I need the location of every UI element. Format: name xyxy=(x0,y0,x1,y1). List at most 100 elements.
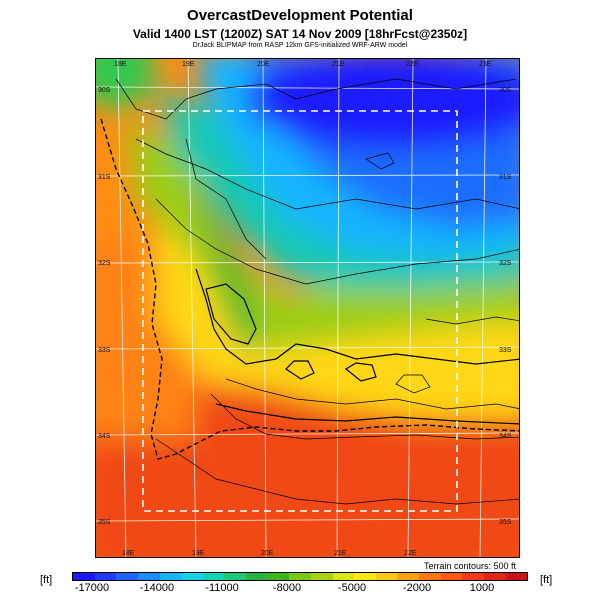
colorbar-swatch xyxy=(419,573,441,580)
colorbar-swatch xyxy=(375,573,398,580)
colorbar-swatch xyxy=(440,573,463,580)
contour-2 xyxy=(135,138,519,210)
map-coordinate-label: 34S xyxy=(98,433,111,440)
colorbar-swatch xyxy=(483,573,506,580)
map-coordinate-label: 31S xyxy=(98,174,111,181)
map-title: OvercastDevelopment Potential xyxy=(187,7,413,24)
map-coordinate-label: 19E xyxy=(182,61,195,68)
map-coordinate-label: 20E xyxy=(257,61,270,68)
colorbar-swatch xyxy=(246,573,268,580)
colorbar-tick-label: -5000 xyxy=(337,582,367,594)
analysis-domain-box xyxy=(142,110,458,512)
coastline xyxy=(100,118,519,460)
map-coordinate-label: 18E xyxy=(122,550,135,557)
parallel-34s xyxy=(96,432,519,436)
colorbar-swatch xyxy=(202,573,225,580)
contour-8 xyxy=(210,393,519,440)
parallel-32s xyxy=(96,261,519,264)
contour-11 xyxy=(395,374,431,394)
parallel-33s xyxy=(96,346,519,350)
map-coordinate-label: 19E xyxy=(192,550,205,557)
contour-1 xyxy=(115,78,517,120)
colorbar-swatch xyxy=(267,573,290,580)
colorbar-swatch xyxy=(116,573,138,580)
meridian-20e xyxy=(262,59,267,557)
colorbar-swatch xyxy=(224,573,246,580)
contour-12 xyxy=(155,438,519,505)
field-green-patch-north xyxy=(96,59,156,109)
field-green-upland xyxy=(136,139,261,359)
graticule xyxy=(96,59,519,557)
colorbar-tick-label: 1000 xyxy=(469,582,495,594)
contour-13 xyxy=(185,138,267,260)
colorbar-swatch xyxy=(397,573,419,580)
lat-labels-right-group: 30S 31S 32S 33S 34S 35S xyxy=(499,87,512,526)
colorbar-swatch xyxy=(332,573,355,580)
lon-labels-bottom-group: 18E 19E 20E 21E 22E xyxy=(122,550,417,557)
colorbar-tick-label: -8000 xyxy=(272,582,302,594)
map-subtitle: Valid 1400 LST (1200Z) SAT 14 Nov 2009 [… xyxy=(132,27,468,41)
colorbar-swatch xyxy=(505,573,528,580)
map-coordinate-label: 22E xyxy=(406,61,419,68)
model-credit: DrJack BLIPMAP from RASP 12km GFS-initia… xyxy=(192,42,408,49)
map-coordinate-label: 20E xyxy=(261,550,274,557)
contour-9 xyxy=(344,362,377,382)
colorbar-swatch xyxy=(462,573,484,580)
meridian-23e xyxy=(479,59,487,557)
map-coordinate-label: 18E xyxy=(114,61,127,68)
lat-labels-left-group: 30S 31S 32S 33S 34S 35S xyxy=(98,87,111,526)
map-coordinate-label: 33S xyxy=(98,347,111,354)
contour-6 xyxy=(225,378,519,410)
map-coordinate-label: 34S xyxy=(499,433,512,440)
terrain-contours xyxy=(115,78,519,505)
map-coordinate-label: 30S xyxy=(499,87,512,94)
colorbar-tick-label: -2000 xyxy=(402,582,432,594)
map-coordinate-label: 32S xyxy=(98,260,111,267)
map-coordinate-label: 35S xyxy=(499,519,512,526)
unit-label-left: [ft] xyxy=(40,574,53,586)
colorbar-swatch xyxy=(181,573,203,580)
parallel-35s xyxy=(96,518,519,522)
field-deepblue-core xyxy=(246,59,519,149)
forecast-map: 18E 19E 20E 21E 22E 23E 18E 19E 20E 21E 22E 30S 31… xyxy=(96,59,519,557)
colorbar-tick-label: -11000 xyxy=(205,582,239,594)
unit-label-right: [ft] xyxy=(540,574,553,586)
colorbar-swatch xyxy=(159,573,182,580)
colorbar-swatch xyxy=(354,573,376,580)
contour-4 xyxy=(195,268,519,365)
map-coordinate-label: 35S xyxy=(98,519,111,526)
map-coordinate-label: 21E xyxy=(332,61,345,68)
map-frame: 18E 19E 20E 21E 22E 23E 18E 19E 20E 21E 22E 30S 31… xyxy=(95,58,520,558)
contour-5 xyxy=(205,283,257,345)
parallel-30s xyxy=(96,86,519,90)
colorbar-swatch xyxy=(94,573,117,580)
map-coordinate-label: 30S xyxy=(98,87,111,94)
map-coordinate-label: 23E xyxy=(479,61,492,68)
map-coordinate-label: 32S xyxy=(499,260,512,267)
meridian-22e xyxy=(407,59,414,557)
colorbar-tick-label: -17000 xyxy=(74,582,110,594)
map-coordinate-label: 21E xyxy=(334,550,347,557)
field-shading xyxy=(96,59,519,557)
field-yellow-band xyxy=(156,179,519,419)
parallel-31s xyxy=(96,174,519,177)
terrain-contour-note: Terrain contours: 500 ft xyxy=(423,561,516,571)
colorbar xyxy=(72,572,528,581)
contour-15 xyxy=(425,316,519,325)
map-coordinate-label: 22E xyxy=(404,550,417,557)
colorbar-swatch xyxy=(310,573,333,580)
contour-14 xyxy=(365,152,395,170)
lon-labels-top-group: 18E 19E 20E 21E 22E 23E xyxy=(114,61,492,68)
colorbar-swatch xyxy=(289,573,311,580)
colorbar-swatch xyxy=(73,573,95,580)
meridian-19e xyxy=(187,59,197,557)
contour-3 xyxy=(155,198,519,285)
contour-7 xyxy=(215,403,519,425)
meridian-18e xyxy=(117,59,127,557)
meridian-21e xyxy=(336,59,340,557)
contour-10 xyxy=(285,360,315,380)
colorbar-tick-label: -14000 xyxy=(139,582,175,594)
map-coordinate-label: 31S xyxy=(499,174,512,181)
colorbar-swatch xyxy=(137,573,160,580)
map-coordinate-label: 33S xyxy=(499,347,512,354)
